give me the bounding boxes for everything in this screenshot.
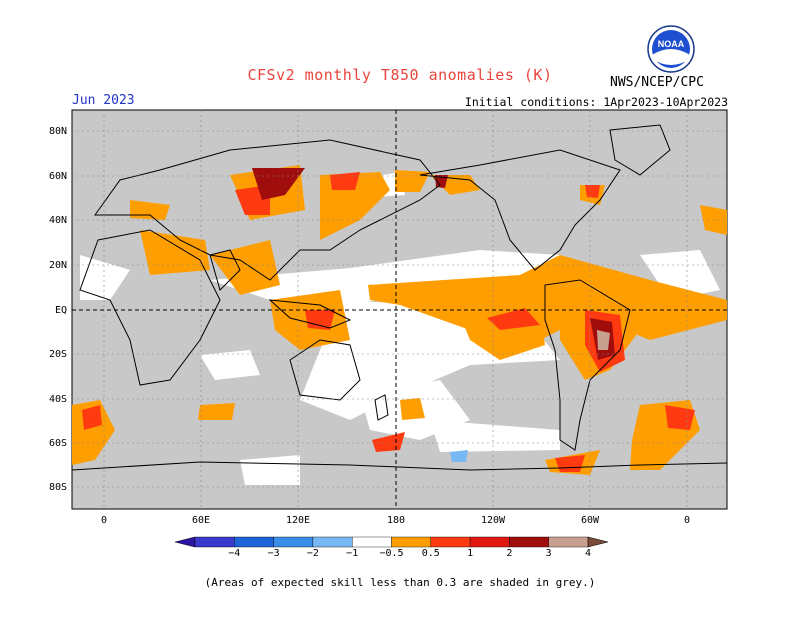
lat-label: 20S — [49, 349, 67, 360]
colorbar-segment — [273, 536, 314, 548]
page-title: CFSv2 monthly T850 anomalies (K) — [247, 66, 553, 84]
colorbar-tick-label: −2 — [307, 548, 319, 559]
initial-conditions: Initial conditions: 1Apr2023-10Apr2023 — [464, 95, 728, 109]
lat-label: EQ — [55, 305, 67, 316]
colorbar-arrow-left — [174, 536, 196, 548]
lat-label: 80S — [49, 482, 67, 493]
colorbar-tick-label: 1 — [467, 548, 473, 559]
colorbar-segment — [312, 536, 353, 548]
colorbar-segment — [430, 536, 471, 548]
longitude-labels: 0 60E 120E 180 120W 60W 0 — [101, 515, 690, 526]
colorbar-tick-label: 0.5 — [422, 548, 440, 559]
colorbar-segment — [194, 536, 235, 548]
latitude-labels: 80N 60N 40N 20N EQ 20S 40S 60S 80S — [49, 126, 67, 493]
noaa-logo: NOAA — [647, 25, 695, 73]
colorbar-tick-label: 3 — [546, 548, 552, 559]
colorbar-segment — [234, 536, 274, 548]
colorbar-segment — [548, 536, 589, 548]
agency-label: NWS/NCEP/CPC — [610, 75, 704, 90]
lon-label: 0 — [684, 515, 690, 526]
skill-footnote: (Areas of expected skill less than 0.3 a… — [204, 576, 596, 589]
lat-label: 80N — [49, 126, 67, 137]
lon-label: 120E — [286, 515, 310, 526]
lon-label: 60W — [581, 515, 600, 526]
colorbar-tick-label: −4 — [228, 548, 240, 559]
colorbar-tick-label: −0.5 — [379, 548, 403, 559]
colorbar-tick-label: −3 — [268, 548, 280, 559]
colorbar-segment — [509, 536, 549, 548]
lat-label: 60N — [49, 171, 67, 182]
colorbar-tick-label: 2 — [506, 548, 512, 559]
noaa-logo-text: NOAA — [658, 39, 685, 49]
lat-label: 60S — [49, 438, 67, 449]
colorbar: −4 −3 −2 −1 −0.5 0.5 1 2 3 4 — [174, 536, 609, 559]
lat-label: 40S — [49, 394, 67, 405]
lon-label: 180 — [387, 515, 405, 526]
colorbar-tick-label: −1 — [346, 548, 358, 559]
colorbar-tick-label: 4 — [585, 548, 591, 559]
forecast-month: Jun 2023 — [72, 93, 135, 108]
lat-label: 20N — [49, 260, 67, 271]
colorbar-segment — [469, 536, 510, 548]
lon-label: 60E — [192, 515, 210, 526]
lon-label: 0 — [101, 515, 107, 526]
graticule — [72, 110, 727, 509]
lon-label: 120W — [481, 515, 506, 526]
coastlines — [72, 124, 727, 471]
lat-label: 40N — [49, 215, 67, 226]
colorbar-arrow-right — [587, 536, 609, 548]
colorbar-segment — [391, 536, 431, 548]
colorbar-segment — [352, 536, 392, 548]
